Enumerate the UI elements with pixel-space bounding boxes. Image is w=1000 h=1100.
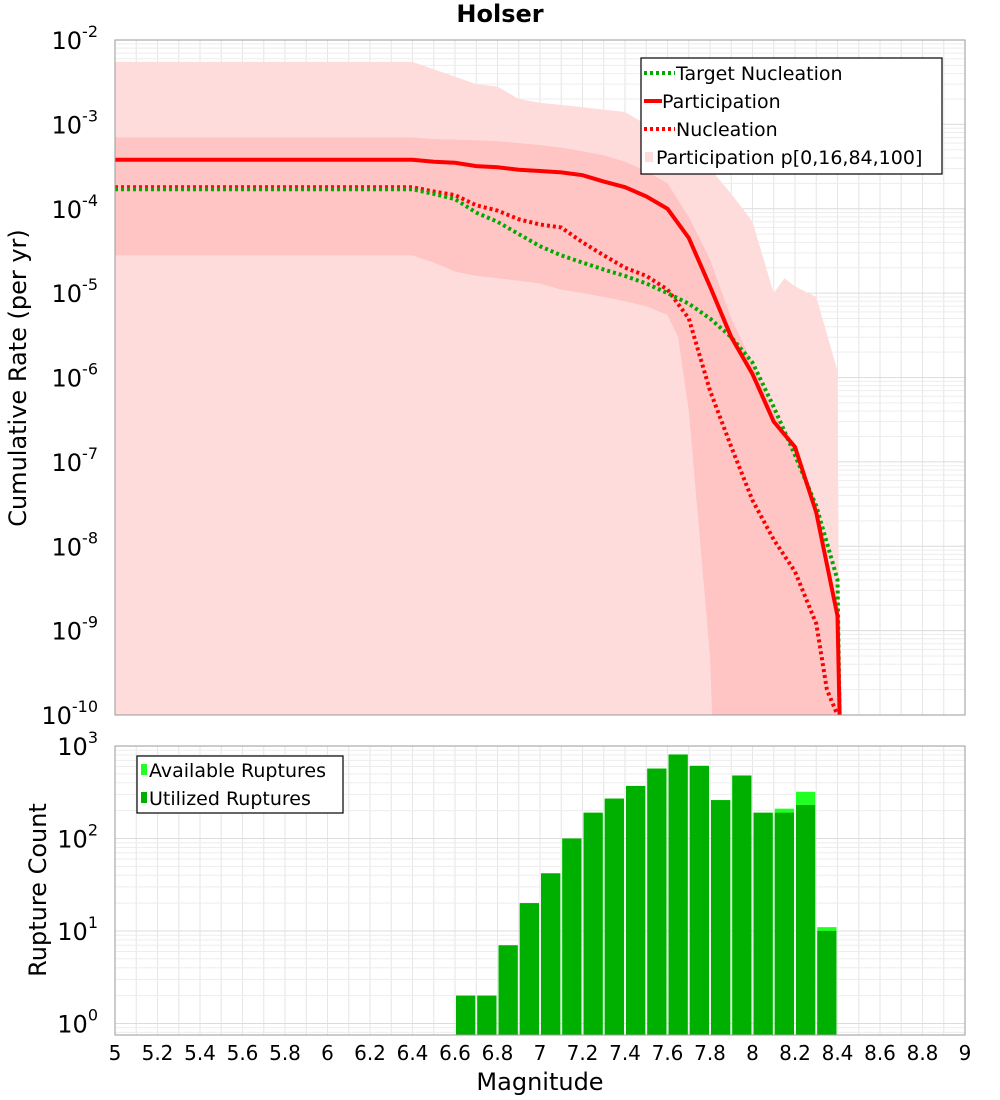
- bar-utilized-ruptures: [689, 765, 709, 1035]
- bar-utilized-ruptures: [519, 903, 539, 1035]
- upper-legend-box: [640, 57, 943, 175]
- legend-label-nucleation: Nucleation: [676, 119, 778, 141]
- x-tick-label: 5.4: [184, 1041, 216, 1065]
- rate-lines: [115, 157, 842, 716]
- upper-y-tick-labels: 10-2 10-3 10-4 10-5 10-6 10-7 10-8 10-9 10-10: [41, 22, 98, 730]
- x-tick-label: 5.6: [227, 1041, 259, 1065]
- legend-label-participation-band: Participation p[0,16,84,100]: [656, 147, 922, 169]
- lower-y-axis-title: Rupture Count: [24, 803, 52, 977]
- lower-legend-box: [136, 755, 344, 814]
- lower-plot-frame: [114, 745, 966, 1036]
- bar-utilized-ruptures: [477, 995, 497, 1035]
- bar-utilized-ruptures: [817, 930, 837, 1035]
- upper-y-tick-label: 10-7: [52, 444, 99, 477]
- upper-y-tick-label: 10-9: [52, 613, 99, 646]
- upper-plot-frame: [114, 39, 966, 716]
- bar-utilized-ruptures: [604, 798, 624, 1035]
- bar-utilized-ruptures: [498, 945, 518, 1035]
- x-tick-label: 8.2: [779, 1041, 811, 1065]
- series-line-target-nucleation: [115, 187, 842, 716]
- bar-utilized-ruptures: [668, 754, 688, 1035]
- lower-y-tick-labels: 103 102 101 100: [57, 728, 98, 1038]
- bar-utilized-ruptures: [541, 873, 561, 1035]
- rupture-count-panel: 103 102 101 100 Rupture Count Available Rup…: [24, 728, 966, 1038]
- legend-label-available-ruptures: Available Ruptures: [149, 760, 326, 782]
- x-tick-label: 7: [534, 1041, 547, 1065]
- x-tick-label: 6.2: [354, 1041, 386, 1065]
- x-tick-label: 6.4: [397, 1041, 429, 1065]
- x-tick-label: 7.4: [609, 1041, 641, 1065]
- bar-utilized-ruptures: [732, 775, 752, 1035]
- legend-label-utilized-ruptures: Utilized Ruptures: [149, 788, 311, 810]
- lower-y-tick-label: 103: [57, 728, 98, 761]
- upper-y-tick-label: 10-6: [52, 360, 99, 393]
- bar-utilized-ruptures: [456, 995, 476, 1035]
- x-tick-label: 8.4: [822, 1041, 854, 1065]
- bar-utilized-ruptures: [753, 812, 773, 1035]
- x-tick-label: 6: [321, 1041, 334, 1065]
- upper-y-tick-label: 10-2: [52, 22, 99, 55]
- x-axis-title: Magnitude: [476, 1068, 603, 1096]
- x-tick-label: 8.8: [907, 1041, 939, 1065]
- legend-swatch-utilized-ruptures: [141, 792, 147, 803]
- lower-y-tick-label: 102: [57, 820, 98, 853]
- bar-utilized-ruptures: [626, 785, 646, 1035]
- x-tick-label: 7.6: [652, 1041, 684, 1065]
- legend-swatch-participation-band: [645, 152, 653, 162]
- bar-utilized-ruptures: [583, 812, 603, 1035]
- lower-legend: Available Ruptures Utilized Ruptures: [136, 755, 344, 814]
- x-tick-label: 8.6: [864, 1041, 896, 1065]
- x-tick-label: 7.2: [567, 1041, 599, 1065]
- upper-y-axis-title: Cumulative Rate (per yr): [4, 229, 32, 527]
- series-line-participation: [115, 157, 842, 716]
- x-tick-label: 6.8: [482, 1041, 514, 1065]
- series-line-nucleation: [115, 185, 840, 716]
- x-tick-label: 8: [746, 1041, 759, 1065]
- x-tick-labels: 5 5.2 5.4 5.6 5.8 6 6.2 6.4 6.6 6.8 7 7.2 7.4 7.6 7.8 8…: [109, 1041, 972, 1065]
- x-tick-label: 5.8: [269, 1041, 301, 1065]
- bar-utilized-ruptures: [562, 838, 582, 1035]
- x-tick-label: 9: [959, 1041, 972, 1065]
- bar-utilized-ruptures: [711, 800, 731, 1035]
- upper-y-tick-label: 10-5: [52, 275, 99, 308]
- upper-y-tick-label: 10-8: [52, 528, 99, 561]
- upper-y-tick-label: 10-10: [41, 697, 98, 730]
- x-tick-label: 7.8: [694, 1041, 726, 1065]
- bar-utilized-ruptures: [774, 812, 794, 1035]
- rupture-count-bars: [456, 754, 837, 1035]
- bar-utilized-ruptures: [647, 768, 667, 1035]
- lower-y-tick-label: 100: [57, 1005, 98, 1038]
- x-tick-label: 5.2: [142, 1041, 174, 1065]
- upper-y-tick-label: 10-3: [52, 106, 99, 139]
- legend-label-target-nucleation: Target Nucleation: [675, 63, 843, 85]
- legend-swatch-available-ruptures: [141, 764, 147, 775]
- upper-legend: Target Nucleation Participation Nucleati…: [640, 57, 943, 175]
- x-tick-label: 6.6: [439, 1041, 471, 1065]
- upper-y-tick-label: 10-4: [52, 191, 99, 224]
- chart-title: Holser: [456, 0, 543, 28]
- cumulative-rate-panel: 10-2 10-3 10-4 10-5 10-6 10-7 10-8 10-9 10-10 Cu…: [4, 22, 966, 730]
- x-tick-label: 5: [109, 1041, 122, 1065]
- legend-label-participation: Participation: [662, 91, 781, 113]
- lower-y-tick-label: 101: [57, 913, 98, 946]
- bar-utilized-ruptures: [796, 805, 816, 1035]
